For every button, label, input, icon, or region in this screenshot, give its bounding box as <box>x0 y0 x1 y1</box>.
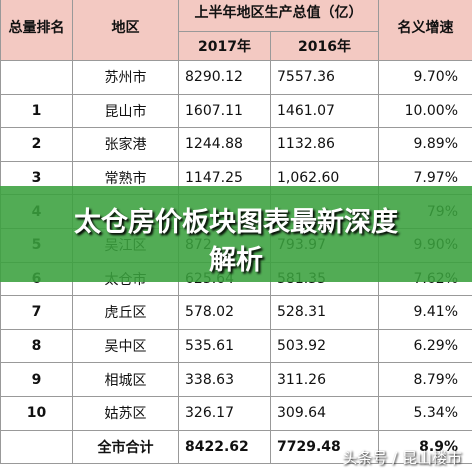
table-cell: 2 <box>0 127 73 162</box>
table-row: 1 昆山市 1607.11 1461.07 10.00% <box>0 93 472 129</box>
header-cell: 地区 <box>72 0 179 61</box>
table-row: 2 张家港 1244.88 1132.86 9.89% <box>0 127 472 162</box>
table-cell: 相城区 <box>72 362 179 397</box>
table-cell: 8 <box>0 328 73 364</box>
table-cell: 309.64 <box>270 395 379 431</box>
table-cell: 1607.11 <box>178 93 271 129</box>
table-cell: 张家港 <box>72 127 179 162</box>
banner-line: 解析 <box>209 245 263 276</box>
table-cell: 528.31 <box>270 295 379 330</box>
table-cell: 全市合计 <box>72 429 179 465</box>
banner: 太仓房价板块图表最新深度 解析 <box>0 186 472 282</box>
table-cell: 1 <box>0 93 73 129</box>
table-cell: 8422.62 <box>178 429 271 465</box>
table-cell: 1132.86 <box>270 127 379 162</box>
table-cell <box>0 60 73 95</box>
table-cell: 311.26 <box>270 362 379 397</box>
table-cell: 7729.48 <box>270 429 379 465</box>
table-row: 8 吴中区 535.61 503.92 6.29% <box>0 328 472 364</box>
table-cell: 6.29% <box>378 328 472 364</box>
header-cell: 2017年 <box>178 31 271 61</box>
table-cell: 1244.88 <box>178 127 271 162</box>
header-cell: 总量排名 <box>0 0 73 61</box>
banner-line: 太仓房价板块图表最新深度 <box>74 207 398 238</box>
table-cell: 7557.36 <box>270 60 379 95</box>
table-row: 9 相城区 338.63 311.26 8.79% <box>0 362 472 397</box>
table-row: 苏州市 8290.12 7557.36 9.70% <box>0 60 472 95</box>
header-cell: 2016年 <box>270 31 379 61</box>
table-cell: 9.41% <box>378 295 472 330</box>
table-cell: 338.63 <box>178 362 271 397</box>
table-cell: 326.17 <box>178 395 271 431</box>
header-cell: 名义增速 <box>378 0 472 61</box>
table-cell: 7 <box>0 295 73 330</box>
table-cell: 虎丘区 <box>72 295 179 330</box>
table-cell: 10.00% <box>378 93 472 129</box>
table-cell: 8290.12 <box>178 60 271 95</box>
table-cell: 9.89% <box>378 127 472 162</box>
table-cell: 578.02 <box>178 295 271 330</box>
table-cell: 昆山市 <box>72 93 179 129</box>
table-cell: 苏州市 <box>72 60 179 95</box>
watermark: 头条号 / 昆山楼市 <box>342 449 462 467</box>
table-row: 全市合计 8422.62 7729.48 8.9% <box>0 429 472 465</box>
table-cell <box>0 429 73 465</box>
table-cell: 9 <box>0 362 73 397</box>
table-cell: 吴中区 <box>72 328 179 364</box>
table-cell: 5.34% <box>378 395 472 431</box>
header-cell: 上半年地区生产总值（亿） <box>178 0 379 32</box>
table-cell: 8.79% <box>378 362 472 397</box>
table-cell: 535.61 <box>178 328 271 364</box>
table-row: 7 虎丘区 578.02 528.31 9.41% <box>0 295 472 330</box>
table-cell: 姑苏区 <box>72 395 179 431</box>
table-cell: 9.70% <box>378 60 472 95</box>
table-row: 10 姑苏区 326.17 309.64 5.34% <box>0 395 472 431</box>
table-cell: 503.92 <box>270 328 379 364</box>
table-cell: 1461.07 <box>270 93 379 129</box>
table-cell: 10 <box>0 395 73 431</box>
